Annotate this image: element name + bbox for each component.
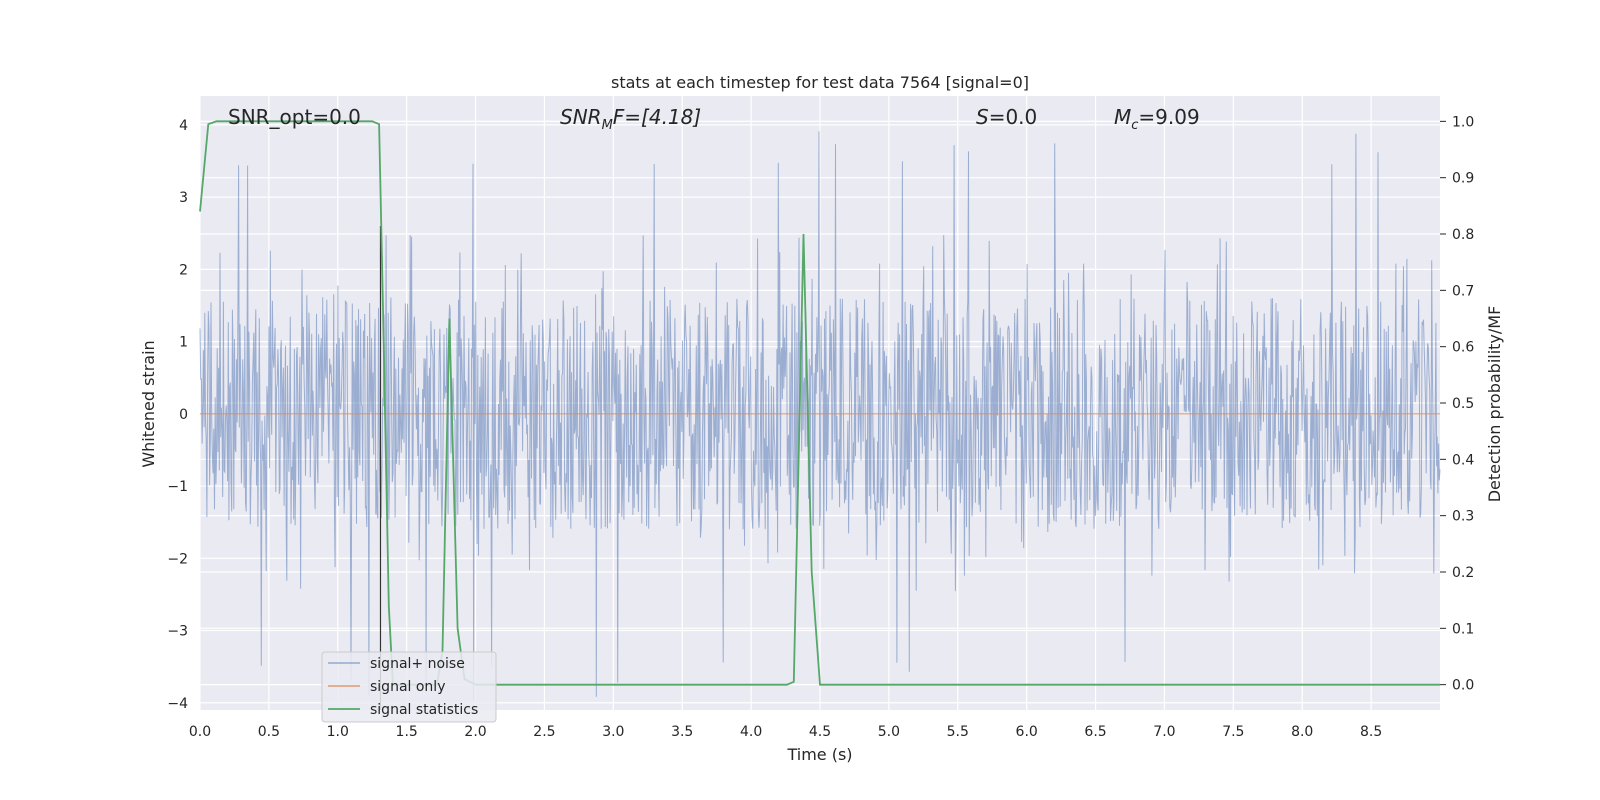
y-left-tick-label: 3 [179,190,188,206]
x-tick-label: 1.0 [327,724,349,740]
x-tick-label: 1.5 [396,724,418,740]
chart-title: stats at each timestep for test data 756… [611,73,1029,92]
x-tick-label: 5.0 [878,724,900,740]
annotation-snr-mf: SNRMF=[4.18] [560,105,701,133]
y-right-axis-label: Detection probability/MF [1485,306,1504,503]
y-left-axis-label: Whitened strain [139,340,158,467]
x-tick-label: 4.0 [740,724,762,740]
x-axis-label: Time (s) [786,745,852,764]
x-tick-label: 7.5 [1222,724,1244,740]
y-right-tick-label: 0.0 [1452,678,1474,694]
y-left-tick-label: 2 [179,262,188,278]
y-right-tick-label: 0.1 [1452,621,1474,637]
y-left-tick-label: −2 [167,551,188,567]
x-tick-label: 6.5 [1084,724,1106,740]
series-line-signal-statistics [199,120,1440,686]
x-tick-label: 2.0 [464,724,486,740]
y-right-tick-label: 0.8 [1452,227,1474,243]
annotation-snr-opt: SNR_opt=0.0 [228,105,361,129]
y-right-tick-label: 0.2 [1452,565,1474,581]
y-right-tick-label: 0.3 [1452,509,1474,525]
y-right-tick-label: 0.7 [1452,283,1474,299]
legend-box [321,651,497,723]
x-tick-label: 2.5 [533,724,555,740]
y-left-tick-label: −4 [167,696,188,712]
series-line-signal-noise [199,131,1441,700]
y-left-tick-label: −3 [167,624,188,640]
x-tick-label: 6.0 [1016,724,1038,740]
x-tick-label: 0.0 [189,724,211,740]
y-right-tick-labels: 1.0 0.9 0.8 0.7 0.6 0.5 0.4 0.3 0.2 0.1 0.0 [1440,114,1474,694]
x-tick-label: 7.0 [1153,724,1175,740]
y-right-tick-label: 1.0 [1452,114,1474,130]
grid-lines [199,96,1440,710]
y-right-tick-label: 0.6 [1452,340,1474,356]
annotation-mc: Mc=9.09 [1114,105,1200,133]
x-tick-label: 8.5 [1360,724,1382,740]
x-tick-label: 4.5 [809,724,831,740]
annotation-s: S=0.0 [976,105,1037,129]
signal-statistics-series [199,120,1440,686]
x-tick-label: 3.5 [671,724,693,740]
y-left-tick-label: 4 [179,118,188,134]
noise-series [199,131,1441,700]
legend-label-noise: signal+ noise [370,656,465,672]
x-tick-label: 3.0 [602,724,624,740]
x-tick-labels: 0.0 0.5 1.0 1.5 2.0 2.5 3.0 3.5 4.0 4.5 5.0 5.5 6.0 6… [189,724,1382,740]
legend-label-stats: signal statistics [370,702,478,718]
y-left-tick-label: 1 [179,335,188,351]
x-tick-label: 5.5 [947,724,969,740]
y-left-tick-label: −1 [167,479,188,495]
y-right-tick-label: 0.4 [1452,452,1474,468]
legend: signal+ noise signal only signal statist… [321,651,497,723]
x-tick-label: 0.5 [258,724,280,740]
y-right-tick-label: 0.9 [1452,171,1474,187]
y-right-tick-label: 0.5 [1452,396,1474,412]
x-tick-label: 8.0 [1291,724,1313,740]
y-left-tick-label: 0 [179,407,188,423]
legend-label-signal: signal only [370,679,445,695]
y-left-tick-labels: 4 3 2 1 0 −1 −2 −3 −4 [167,118,188,712]
